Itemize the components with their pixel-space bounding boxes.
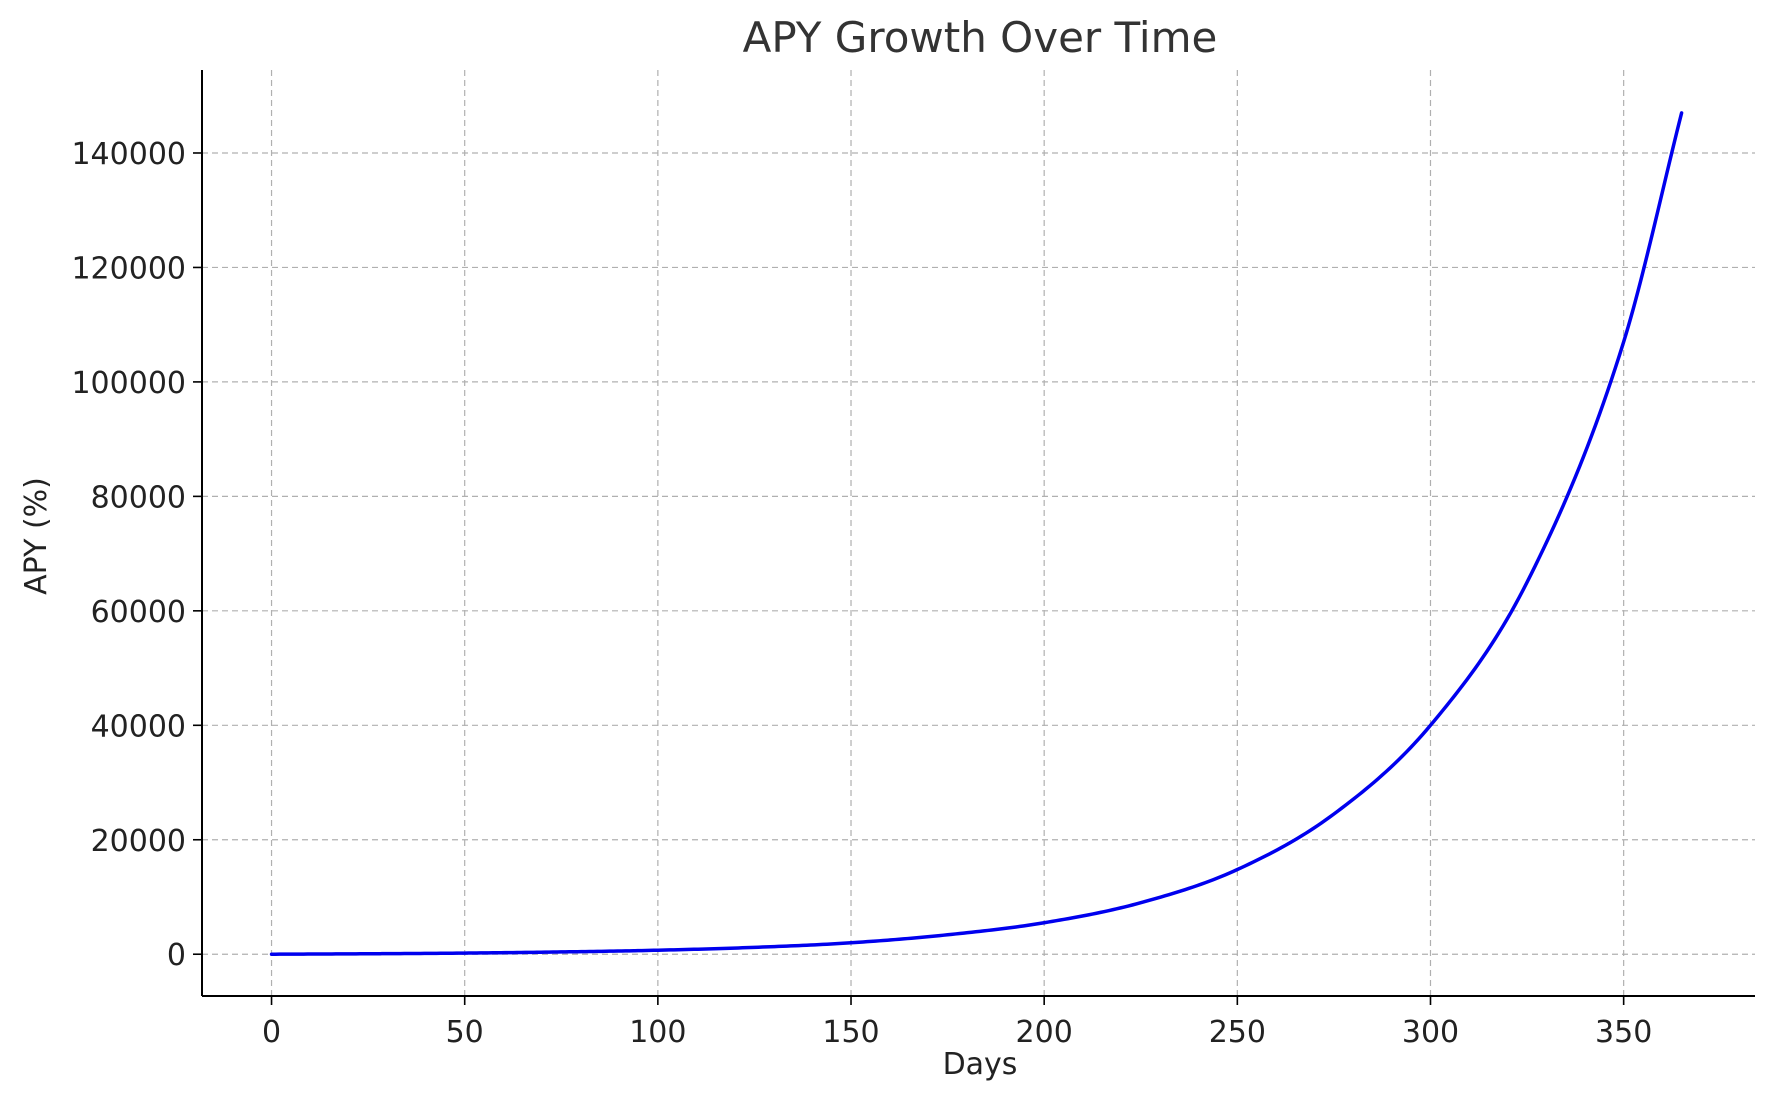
x-tick-label: 350: [1595, 1015, 1652, 1050]
y-axis-ticks: 0 20000 40000 60000 80000 100000 120000 140000: [71, 137, 202, 973]
series-layer: [269, 111, 1684, 956]
x-tick-label: 200: [1016, 1015, 1073, 1050]
chart-title: APY Growth Over Time: [743, 13, 1218, 62]
x-tick-label: 250: [1209, 1015, 1266, 1050]
y-tick-label: 100000: [71, 366, 186, 401]
y-tick-label: 120000: [71, 251, 186, 286]
x-tick-label: 50: [446, 1015, 484, 1050]
y-axis-label: APY (%): [19, 477, 54, 595]
grid-lines: [202, 70, 1755, 996]
y-tick-label: 80000: [91, 480, 186, 515]
x-tick-label: 100: [629, 1015, 686, 1050]
y-tick-label: 20000: [91, 824, 186, 859]
series-line: [269, 111, 1684, 956]
y-tick-label: 140000: [71, 137, 186, 172]
y-tick-label: 60000: [91, 595, 186, 630]
x-tick-label: 0: [262, 1015, 281, 1050]
y-tick-label: 0: [167, 938, 186, 973]
y-tick-label: 40000: [91, 709, 186, 744]
x-axis-ticks: 0 50 100 150 200 250 300 350: [262, 996, 1652, 1050]
x-tick-label: 300: [1402, 1015, 1459, 1050]
x-tick-label: 150: [822, 1015, 879, 1050]
x-axis-label: Days: [943, 1047, 1018, 1082]
